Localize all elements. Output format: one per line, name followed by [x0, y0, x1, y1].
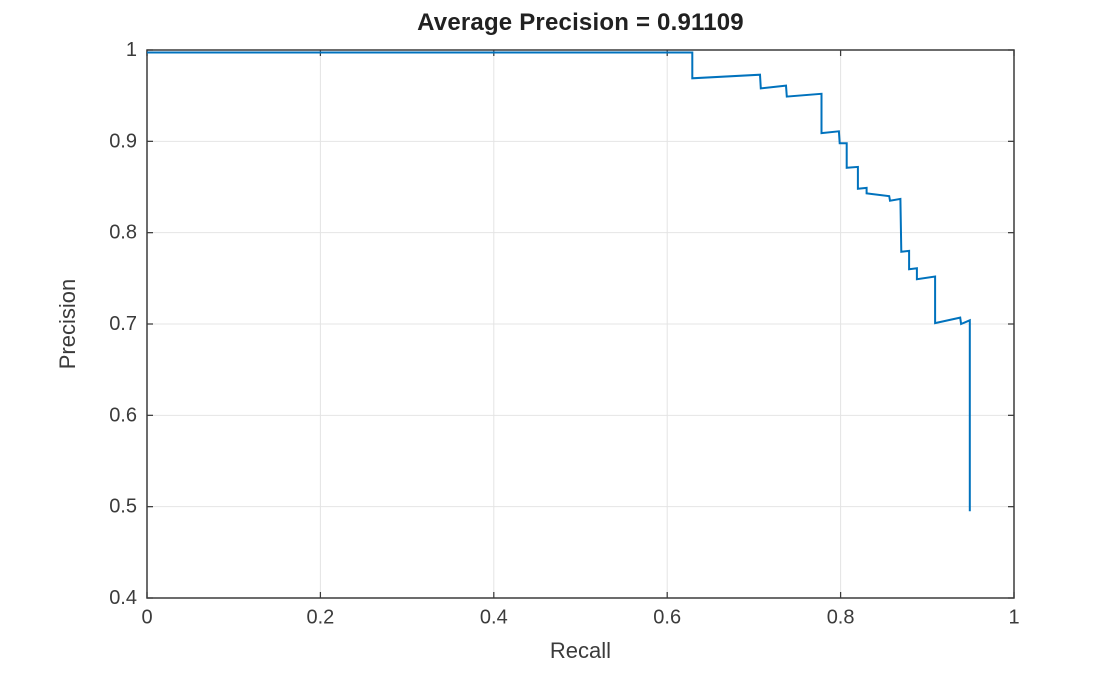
- pr-curve-line: [147, 51, 971, 512]
- y-tick-label: 1: [126, 39, 137, 61]
- y-tick-label: 0.8: [109, 222, 137, 244]
- x-tick-label: 0.2: [306, 607, 334, 629]
- x-tick-label: 1: [1008, 607, 1019, 629]
- chart-title: Average Precision = 0.91109: [417, 9, 744, 36]
- y-tick-label: 0.6: [109, 404, 137, 426]
- y-axis-label: Precision: [55, 278, 80, 370]
- y-tick-label: 0.4: [109, 587, 137, 609]
- y-tick-label: 0.5: [109, 496, 137, 518]
- x-axis-label: Recall: [549, 638, 612, 663]
- x-tick-label: 0.6: [653, 607, 681, 629]
- x-tick-label: 0: [141, 607, 152, 629]
- x-tick-label: 0.8: [827, 607, 855, 629]
- y-tick-label: 0.9: [109, 130, 137, 152]
- y-tick-label: 0.7: [109, 313, 137, 335]
- x-tick-label: 0.4: [480, 607, 508, 629]
